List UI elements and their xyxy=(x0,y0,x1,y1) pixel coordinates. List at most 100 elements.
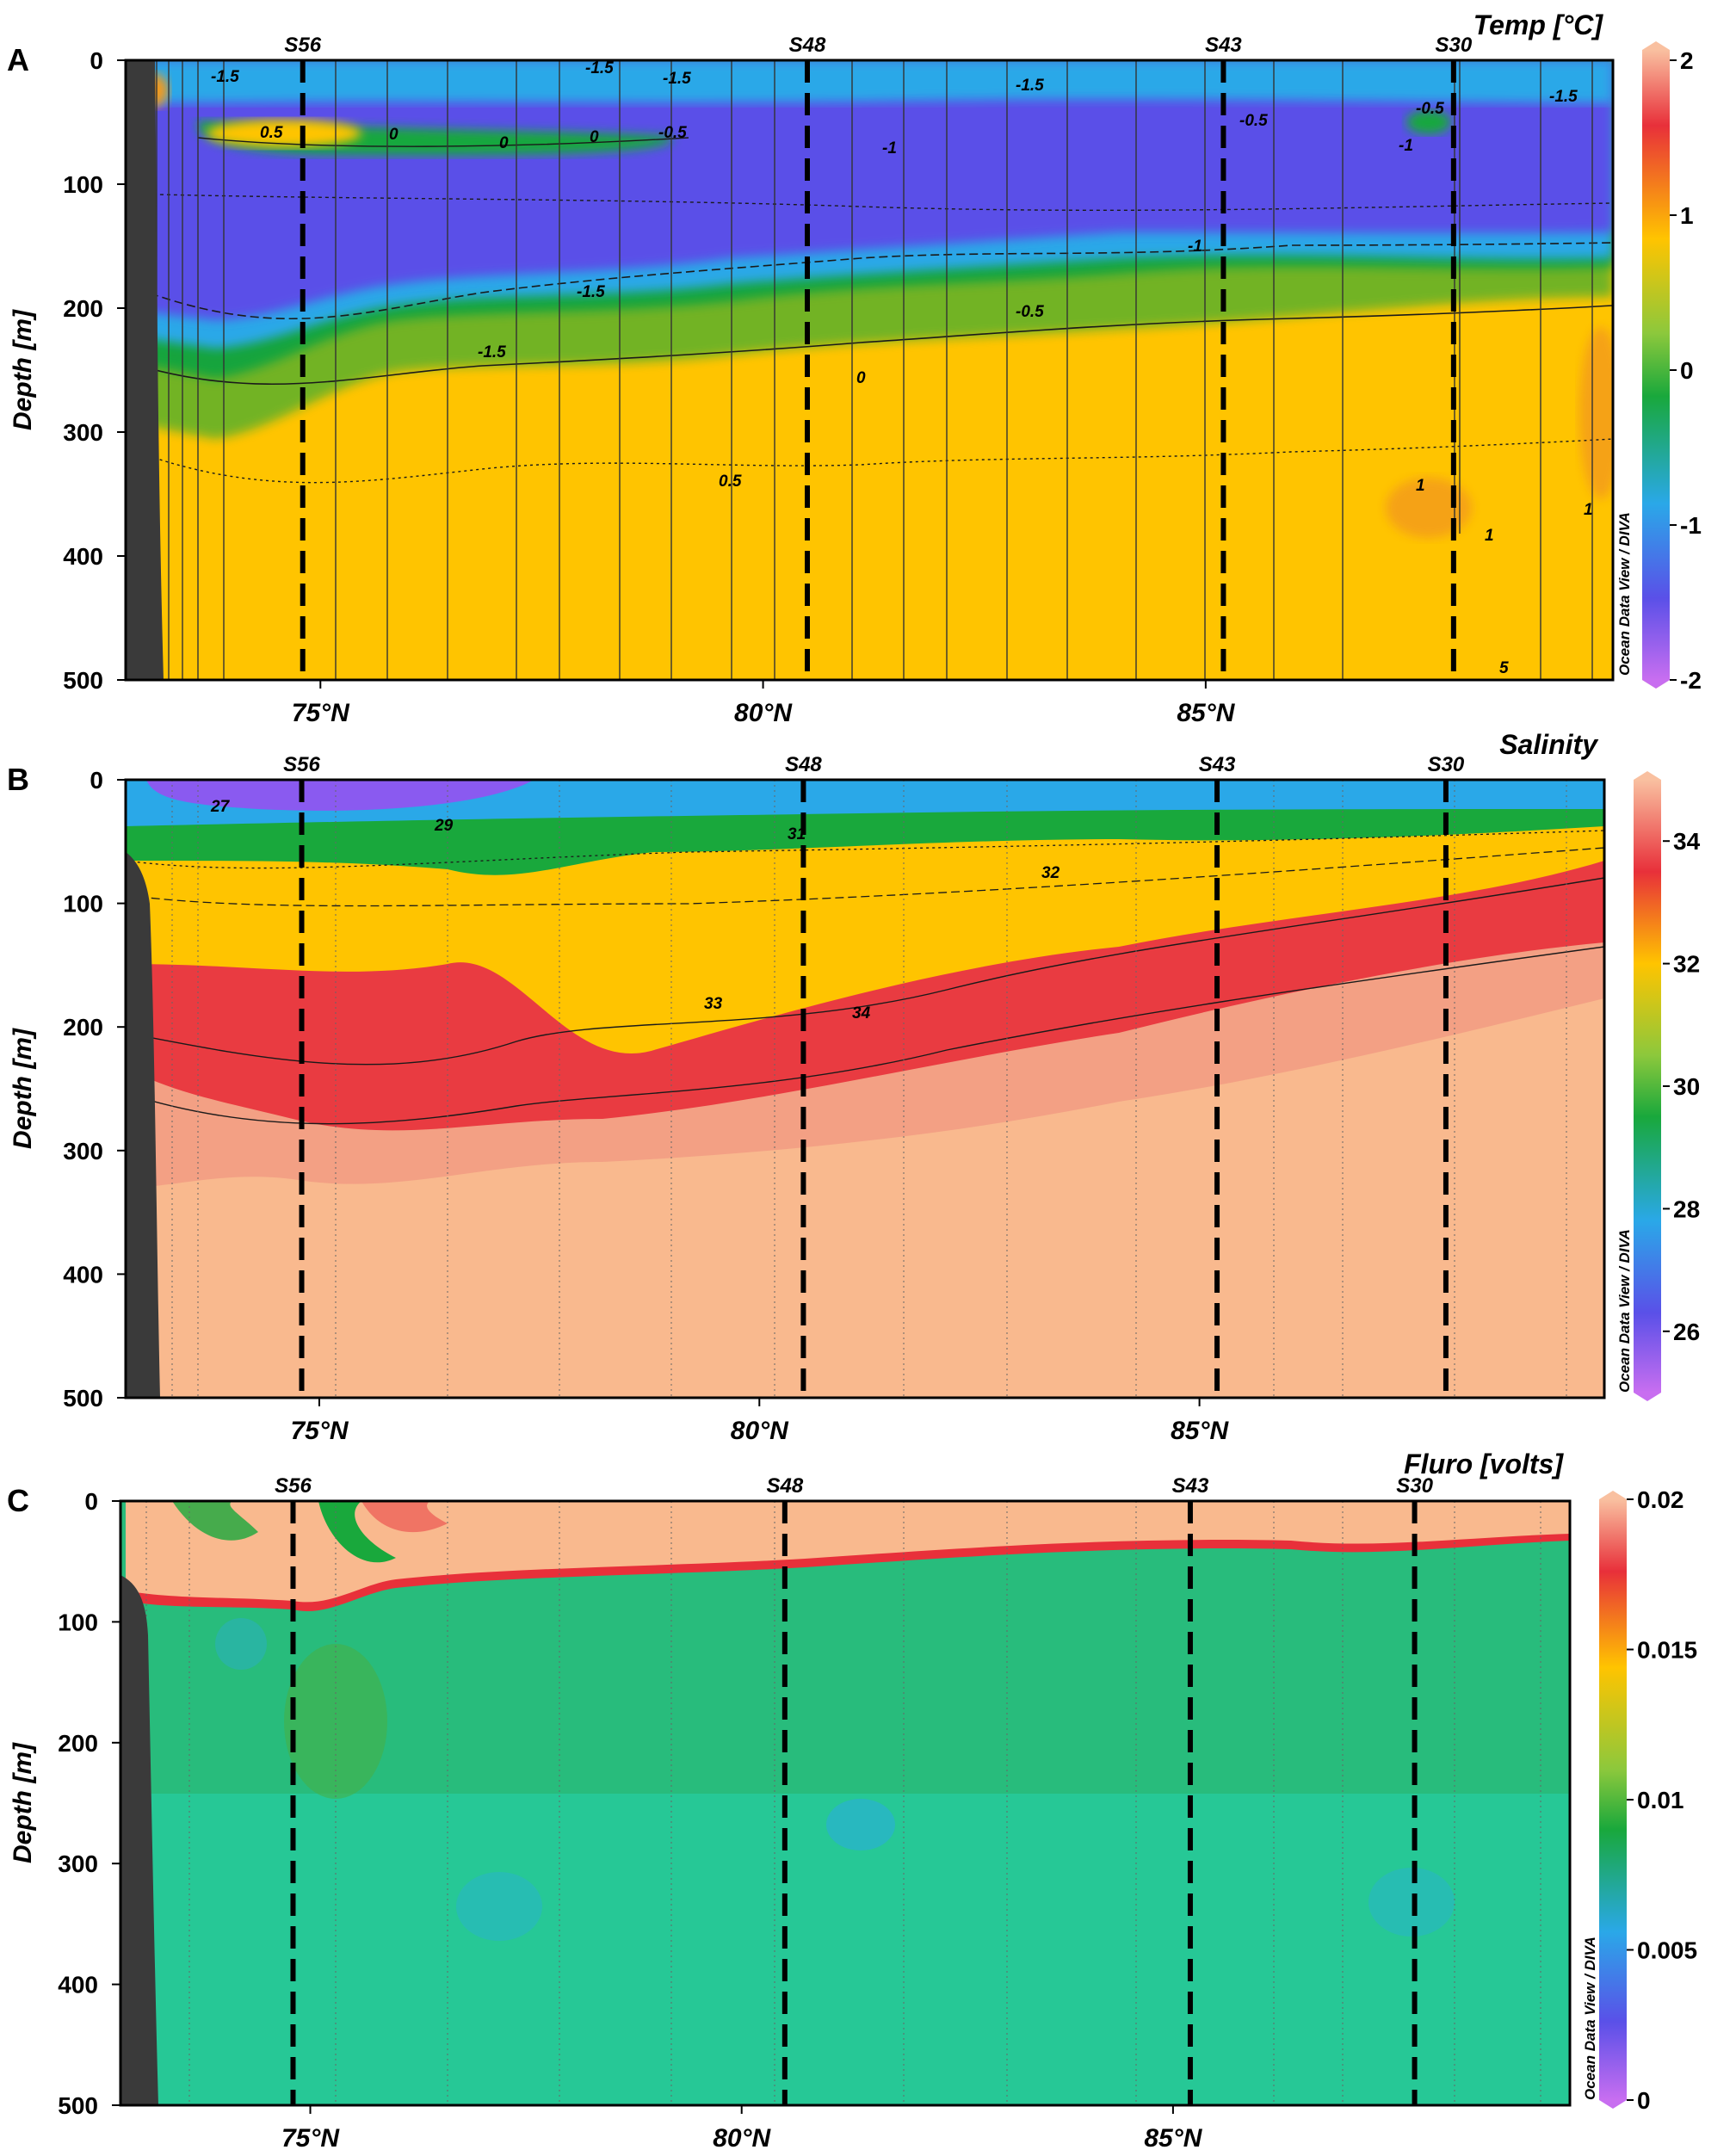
x-tick-label: 85°N xyxy=(1171,1417,1229,1445)
contour-label: -0.5 xyxy=(658,124,687,142)
station-label: S43 xyxy=(1199,753,1236,776)
contour-label: 33 xyxy=(704,995,723,1013)
x-tick-label: 85°N xyxy=(1177,699,1235,727)
panel-c-fluorescence: S56 S48 S43 S30 C Fluro [volts] Depth [m] 0… xyxy=(7,1449,1697,2153)
x-tick-label: 80°N xyxy=(734,699,793,727)
contour-label: 0.5 xyxy=(260,124,283,142)
station-label: S56 xyxy=(283,753,320,776)
x-tick-label: 75°N xyxy=(281,2124,340,2152)
y-tick-label: 400 xyxy=(58,1972,98,1998)
y-ticks-b: 0 100 200 300 400 500 xyxy=(63,767,126,1412)
watermark-c: Ocean Data View / DIVA xyxy=(1582,1937,1598,2100)
y-axis-label-c: Depth [m] xyxy=(9,1742,37,1863)
contour-label: -0.5 xyxy=(1016,303,1044,321)
contour-label: -1 xyxy=(1188,238,1202,256)
y-tick-label: 400 xyxy=(63,1261,103,1288)
y-tick-label: 400 xyxy=(63,543,103,570)
station-label: S30 xyxy=(1428,753,1465,776)
station-label: S48 xyxy=(789,34,826,57)
y-tick-label: 0 xyxy=(90,47,103,74)
contour-label: 0 xyxy=(856,369,866,387)
station-lines-a: S56 S48 S43 S30 xyxy=(284,34,1473,680)
x-ticks-b: 75°N 80°N 85°N xyxy=(290,1398,1229,1445)
contour-labels-a: -1.5 -1.5 -1.5 -1.5 -1.5 -1.5 -1.5 0.5 0… xyxy=(211,59,1593,677)
x-ticks-a: 75°N 80°N 85°N xyxy=(292,680,1236,727)
colorbar-tick-label: 0 xyxy=(1637,2087,1651,2114)
station-label: S43 xyxy=(1172,1474,1209,1498)
x-tick-label: 85°N xyxy=(1144,2124,1202,2152)
station-label: S30 xyxy=(1436,34,1473,57)
colorbar-tick-label: 0 xyxy=(1680,357,1694,384)
x-tick-label: 75°N xyxy=(292,699,350,727)
contour-label: 1 xyxy=(1584,501,1593,519)
station-label: S48 xyxy=(766,1474,803,1498)
fluorescence-field xyxy=(120,1501,1570,2105)
colorbar-b xyxy=(1634,771,1661,1401)
y-tick-label: 500 xyxy=(63,667,103,694)
colorbar-tick-label: 2 xyxy=(1680,47,1694,74)
contour-label: -0.5 xyxy=(1416,100,1444,118)
contour-label: 27 xyxy=(210,798,231,816)
station-lines-c: S56 S48 S43 S30 xyxy=(275,1474,1434,2105)
station-label: S56 xyxy=(284,34,321,57)
y-tick-label: 0 xyxy=(84,1488,98,1515)
contour-label: -1.5 xyxy=(1549,88,1578,106)
plot-frame-c xyxy=(119,1499,1572,2107)
x-tick-label: 80°N xyxy=(731,1417,789,1445)
y-axis-label-b: Depth [m] xyxy=(9,1028,37,1149)
cast-lines xyxy=(147,60,1593,680)
colorbar-tick-label: 0.01 xyxy=(1637,1787,1684,1813)
station-lines-b: S56 S48 S43 S30 xyxy=(283,753,1465,1398)
y-ticks-a: 0 100 200 300 400 500 xyxy=(63,47,126,694)
panel-title-a: Temp [°C] xyxy=(1473,9,1604,40)
contour-label: 32 xyxy=(1041,864,1060,882)
contour-label: 34 xyxy=(852,1004,871,1022)
contour-label: 1 xyxy=(1416,477,1425,495)
temperature-field xyxy=(126,60,1613,680)
y-tick-label: 200 xyxy=(63,1014,103,1041)
y-axis-label-a: Depth [m] xyxy=(9,309,37,430)
y-ticks-c: 0 100 200 300 400 500 xyxy=(58,1488,120,2119)
station-label: S30 xyxy=(1396,1474,1433,1498)
contour-label: 0.5 xyxy=(719,473,742,491)
contour-label: 0 xyxy=(389,126,398,144)
y-tick-label: 300 xyxy=(63,419,103,446)
colorbar-tick-label: -1 xyxy=(1680,512,1702,539)
contour-label: 29 xyxy=(434,817,454,835)
panel-a-temperature: S56 S48 S43 S30 -1.5 -1.5 -1.5 -1.5 -1.5 -1… xyxy=(7,9,1702,727)
y-tick-label: 200 xyxy=(58,1730,98,1757)
x-tick-label: 75°N xyxy=(290,1417,349,1445)
panel-title-b: Salinity xyxy=(1499,729,1599,760)
y-tick-label: 200 xyxy=(63,295,103,322)
salinity-field xyxy=(126,780,1604,1398)
plot-frame-a xyxy=(124,59,1615,682)
colorbar-tick-label: 0.015 xyxy=(1637,1637,1697,1664)
contour-label: -1.5 xyxy=(577,283,605,301)
y-tick-label: 100 xyxy=(58,1609,98,1635)
contour-label: -1.5 xyxy=(1016,77,1044,95)
seafloor-a xyxy=(126,60,164,680)
seafloor-c xyxy=(120,1575,158,2105)
y-tick-label: 500 xyxy=(58,2092,98,2119)
contour-label: -1.5 xyxy=(478,343,506,361)
contour-label: -1 xyxy=(882,139,897,158)
contour-label: 31 xyxy=(788,825,806,843)
colorbar-tick-label: -2 xyxy=(1680,667,1702,694)
watermark-a: Ocean Data View / DIVA xyxy=(1616,512,1633,676)
colorbar-ticks-a: 2 1 0 -1 -2 xyxy=(1670,47,1702,694)
contour-label: -1.5 xyxy=(663,70,691,88)
colorbar-ticks-b: 34 32 30 28 26 xyxy=(1663,828,1701,1345)
contour-label: 1 xyxy=(1485,527,1494,545)
colorbar-ticks-c: 0.02 0.015 0.01 0.005 0 xyxy=(1627,1486,1697,2114)
contour-label: -1.5 xyxy=(211,68,239,86)
contour-label: 0 xyxy=(590,128,599,146)
y-tick-label: 0 xyxy=(90,767,103,794)
colorbar-tick-label: 28 xyxy=(1673,1195,1700,1222)
y-tick-label: 300 xyxy=(58,1850,98,1877)
y-tick-label: 500 xyxy=(63,1385,103,1412)
y-tick-label: 300 xyxy=(63,1138,103,1164)
contour-label: 5 xyxy=(1499,659,1509,677)
contour-label: -1.5 xyxy=(585,59,614,77)
seafloor-b xyxy=(126,852,160,1398)
